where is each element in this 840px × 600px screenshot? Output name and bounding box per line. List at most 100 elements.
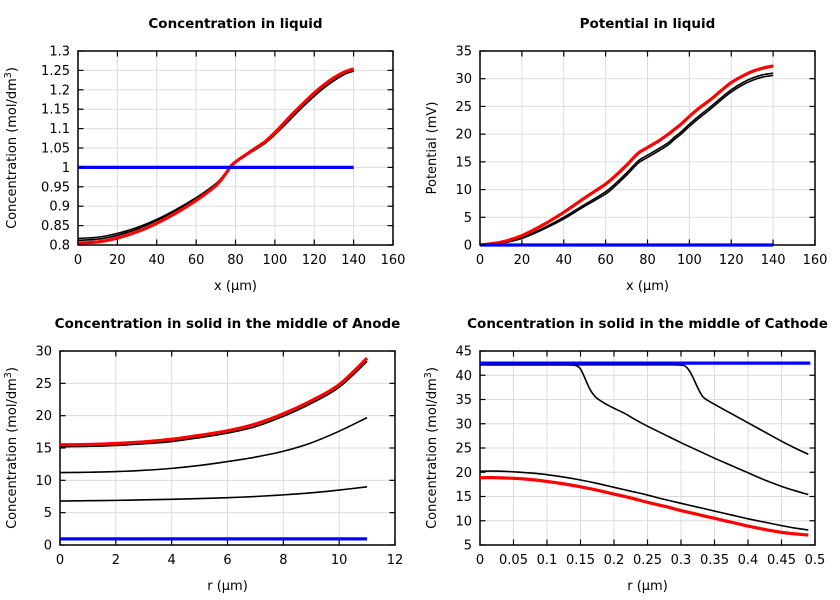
- x-axis-label: r (μm): [207, 579, 248, 594]
- series-group: [59, 356, 369, 541]
- tick-marks: [479, 350, 816, 546]
- chart-title: Potential in liquid: [580, 16, 716, 32]
- black-curve-lower: [479, 74, 774, 246]
- svg-text:20: 20: [35, 409, 52, 424]
- svg-text:60: 60: [597, 253, 614, 268]
- svg-text:0.4: 0.4: [738, 553, 759, 568]
- svg-text:0.9: 0.9: [49, 200, 70, 215]
- svg-text:10: 10: [331, 553, 348, 568]
- svg-text:160: 160: [803, 253, 828, 268]
- svg-text:80: 80: [639, 253, 656, 268]
- svg-text:20: 20: [109, 253, 126, 268]
- svg-text:1.2: 1.2: [49, 83, 70, 98]
- svg-text:10: 10: [35, 474, 52, 489]
- x-axis-label: x (μm): [626, 279, 669, 294]
- svg-text:25: 25: [455, 442, 472, 457]
- y-axis-label: Concentration (mol/dm3): [3, 67, 20, 229]
- svg-text:15: 15: [455, 155, 472, 170]
- svg-text:0.85: 0.85: [41, 219, 70, 234]
- svg-text:80: 80: [227, 253, 244, 268]
- black-curve-low: [479, 470, 809, 531]
- svg-text:160: 160: [381, 253, 406, 268]
- svg-text:0: 0: [44, 539, 52, 554]
- black-curve-top: [59, 360, 368, 448]
- svg-text:8: 8: [279, 553, 287, 568]
- svg-text:0.05: 0.05: [499, 553, 528, 568]
- svg-text:0.5: 0.5: [805, 553, 826, 568]
- svg-text:0.15: 0.15: [566, 553, 595, 568]
- svg-text:0.45: 0.45: [767, 553, 796, 568]
- y-tick-labels: 0.8 0.85 0.9 0.95 1 1.05 1.1 1.15 1.2 1.25 1.3: [41, 45, 70, 254]
- chart-title: Concentration in solid in the middle of …: [55, 316, 401, 332]
- chart-title: Concentration in liquid: [148, 16, 322, 32]
- chart-concentration-in-liquid: 0 20 40 60 80 100 120 140 160 0.8 0.85 0.9 0.95 1 1.05…: [3, 16, 406, 294]
- svg-text:20: 20: [455, 128, 472, 143]
- y-tick-labels: 5 10 15 20 25 30 35 40 45: [455, 345, 472, 554]
- x-axis-label: r (μm): [627, 579, 668, 594]
- svg-text:45: 45: [455, 345, 472, 360]
- svg-text:5: 5: [464, 211, 472, 226]
- svg-text:0: 0: [56, 553, 64, 568]
- gridlines: [77, 50, 394, 246]
- black-curve-late-drop: [480, 364, 809, 456]
- svg-text:40: 40: [455, 369, 472, 384]
- red-curve: [479, 64, 774, 247]
- red-curve: [77, 67, 355, 245]
- svg-text:0: 0: [476, 553, 484, 568]
- svg-text:35: 35: [455, 45, 472, 60]
- y-axis-label: Potential (mV): [425, 102, 440, 195]
- svg-text:120: 120: [302, 253, 327, 268]
- tick-marks: [59, 350, 396, 546]
- chart-title: Concentration in solid in the middle of …: [467, 316, 828, 332]
- svg-text:15: 15: [455, 490, 472, 505]
- chart-concentration-solid-cathode: 0 0.05 0.1 0.15 0.2 0.25 0.3 0.35 0.4 0.45 0.5 5 10 1…: [423, 316, 828, 594]
- gridlines: [479, 350, 816, 546]
- y-tick-labels: 0 5 10 15 20 25 30 35: [455, 45, 472, 254]
- svg-text:1: 1: [62, 161, 70, 176]
- svg-text:140: 140: [341, 253, 366, 268]
- svg-text:30: 30: [455, 72, 472, 87]
- series-group: [479, 361, 811, 537]
- svg-text:4: 4: [168, 553, 176, 568]
- svg-text:1.25: 1.25: [41, 64, 70, 79]
- svg-text:0: 0: [476, 253, 484, 268]
- svg-text:1.05: 1.05: [41, 142, 70, 157]
- svg-text:25: 25: [35, 377, 52, 392]
- black-curve-low: [59, 486, 368, 502]
- y-axis-label: Concentration (mol/dm3): [3, 367, 20, 529]
- svg-text:2: 2: [112, 553, 120, 568]
- svg-text:0.1: 0.1: [537, 553, 558, 568]
- svg-text:1.3: 1.3: [49, 45, 70, 60]
- x-tick-labels: 0 20 40 60 80 100 120 140 160: [476, 253, 828, 268]
- svg-text:25: 25: [455, 100, 472, 115]
- svg-text:35: 35: [455, 393, 472, 408]
- chart-cell-concentration-solid-cathode: 0 0.05 0.1 0.15 0.2 0.25 0.3 0.35 0.4 0.45 0.5 5 10 1…: [420, 300, 840, 600]
- svg-text:1.1: 1.1: [49, 122, 70, 137]
- x-tick-labels: 0 20 40 60 80 100 120 140 160: [74, 253, 406, 268]
- svg-text:10: 10: [455, 514, 472, 529]
- black-curve-upper: [479, 72, 774, 246]
- svg-text:15: 15: [35, 442, 52, 457]
- chart-cell-concentration-solid-anode: 0 2 4 6 8 10 12 0 5 10 15 20 25 30 Concentration in so…: [0, 300, 420, 600]
- svg-text:0.25: 0.25: [633, 553, 662, 568]
- chart-potential-in-liquid: 0 20 40 60 80 100 120 140 160 0 5 10 15 20 25 30 35 Poten…: [425, 16, 828, 294]
- svg-text:0.2: 0.2: [604, 553, 625, 568]
- svg-text:6: 6: [223, 553, 231, 568]
- y-tick-labels: 0 5 10 15 20 25 30: [35, 345, 52, 554]
- tick-marks: [77, 50, 394, 246]
- svg-text:30: 30: [455, 417, 472, 432]
- x-tick-labels: 0 2 4 6 8 10 12: [56, 553, 403, 568]
- svg-text:0: 0: [464, 239, 472, 254]
- svg-text:20: 20: [514, 253, 531, 268]
- series-group: [479, 64, 774, 247]
- svg-text:0: 0: [74, 253, 82, 268]
- svg-text:0.35: 0.35: [700, 553, 729, 568]
- svg-text:0.8: 0.8: [49, 239, 70, 254]
- svg-text:30: 30: [35, 345, 52, 360]
- svg-text:100: 100: [677, 253, 702, 268]
- svg-text:20: 20: [455, 466, 472, 481]
- svg-text:60: 60: [188, 253, 205, 268]
- red-curve: [59, 356, 369, 447]
